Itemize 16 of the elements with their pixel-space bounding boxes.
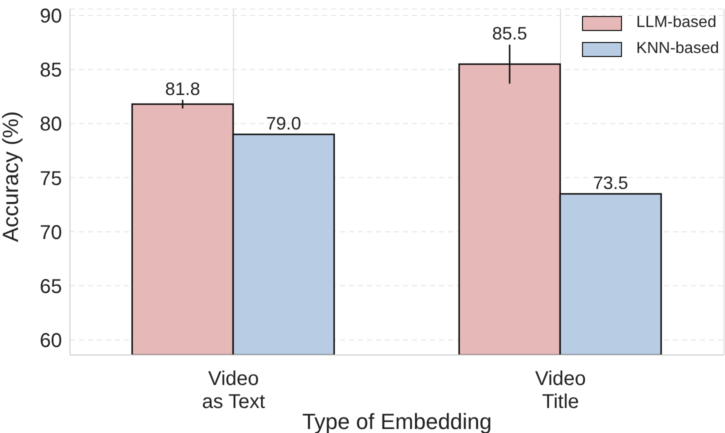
y-tick-label: 90 bbox=[40, 6, 62, 28]
y-tick-label: 75 bbox=[40, 168, 62, 190]
y-axis-title: Accuracy (%) bbox=[0, 111, 23, 242]
y-tick-label: 80 bbox=[40, 114, 62, 136]
data-label: 73.5 bbox=[593, 172, 628, 193]
y-tick-label: 60 bbox=[40, 330, 62, 352]
data-label: 81.8 bbox=[165, 78, 200, 99]
data-label: 79.0 bbox=[266, 113, 302, 134]
y-tick-label: 70 bbox=[40, 222, 62, 244]
y-tick-label: 85 bbox=[40, 60, 62, 82]
x-tick-label: Video as Text bbox=[202, 368, 266, 413]
legend-label: LLM-based bbox=[636, 14, 716, 32]
y-tick-label: 65 bbox=[40, 276, 62, 298]
data-label: 85.5 bbox=[492, 24, 528, 44]
x-tick-label: Video Title bbox=[535, 368, 586, 413]
legend-label: KNN-based bbox=[636, 40, 719, 58]
